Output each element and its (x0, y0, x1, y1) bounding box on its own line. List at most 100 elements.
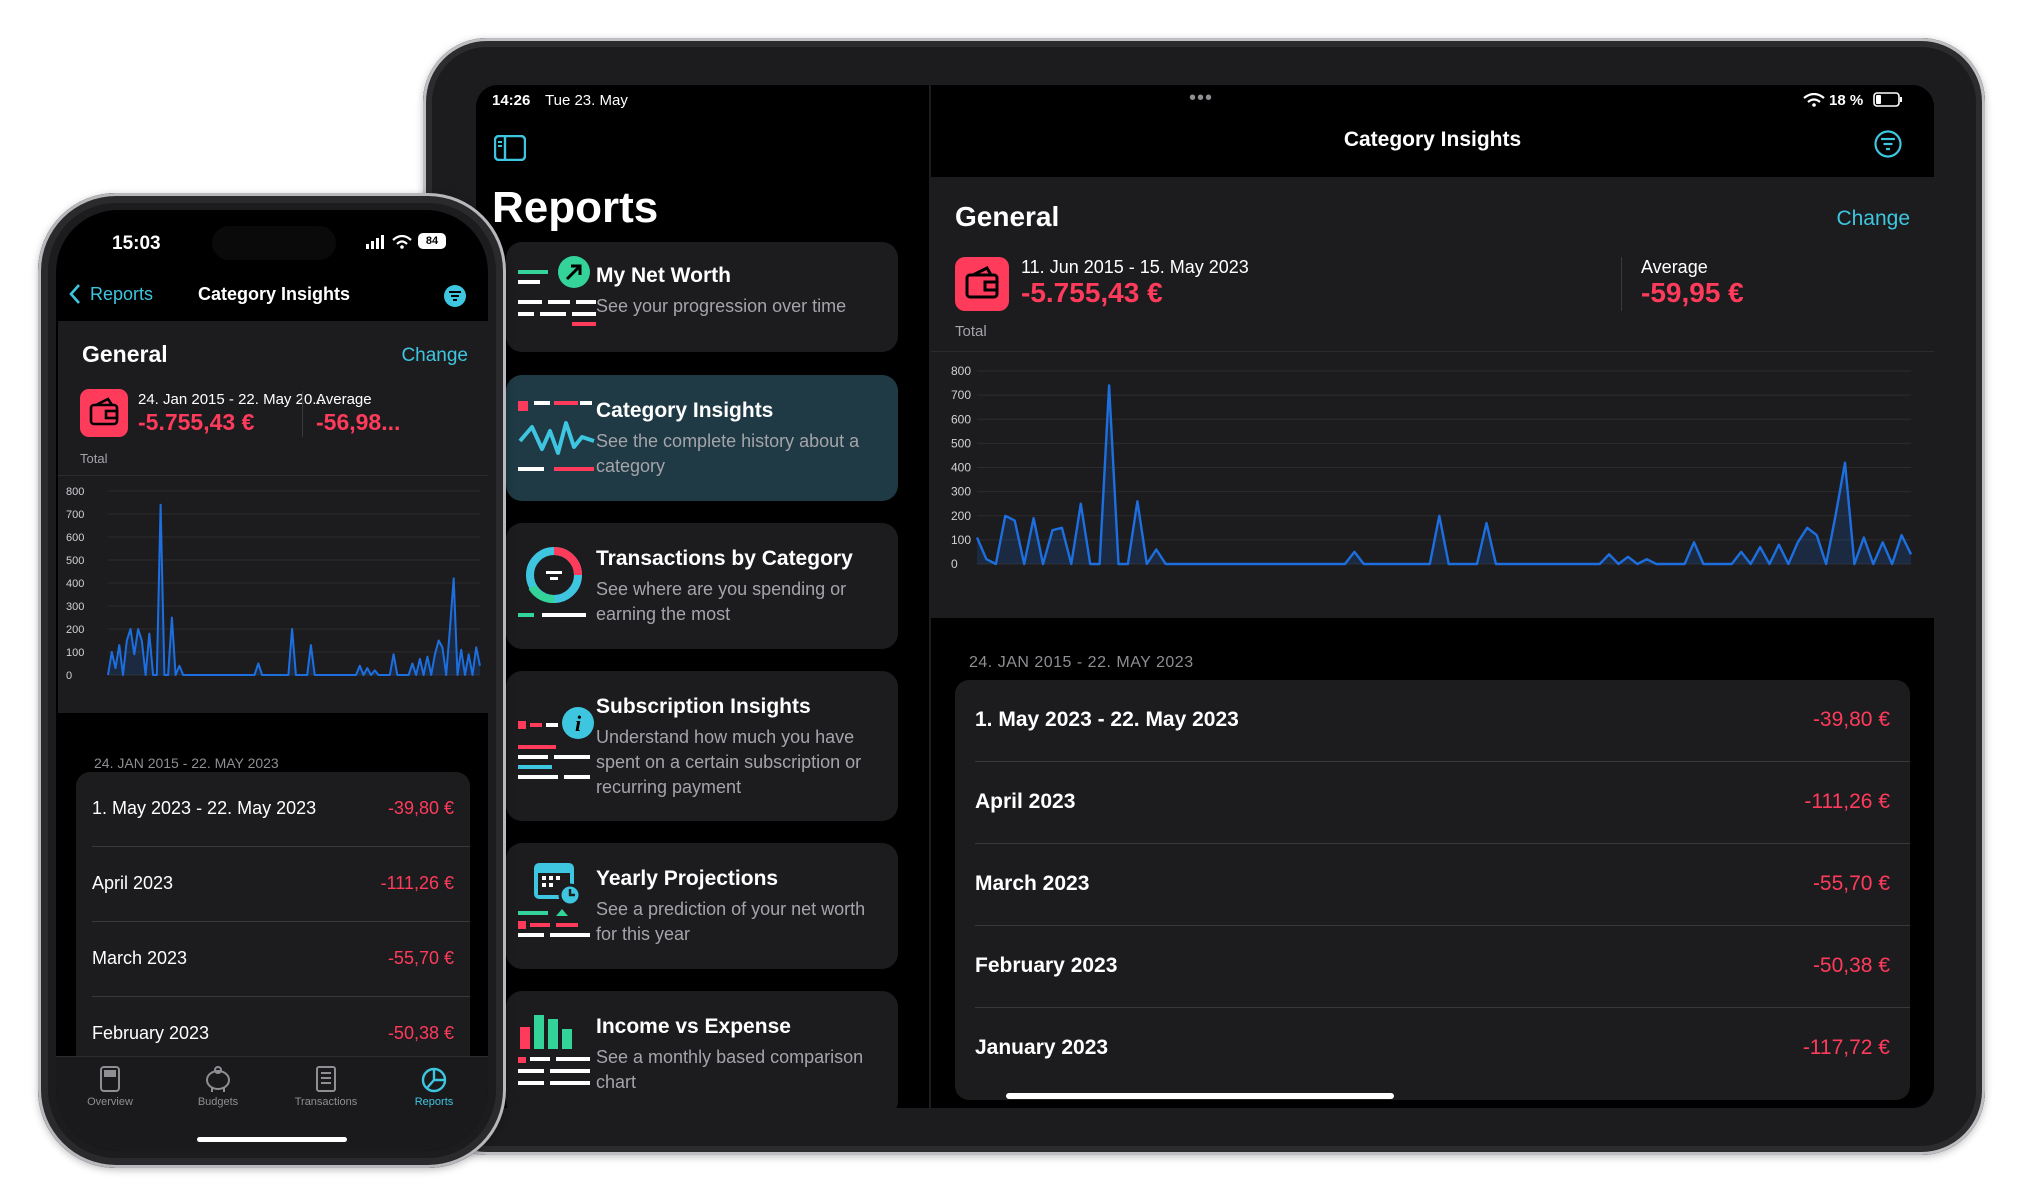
y-tick-label: 200 (951, 509, 971, 523)
list-item[interactable]: April 2023 -111,26 € (76, 847, 470, 922)
page-title: Reports (492, 183, 659, 232)
sidebar: 14:26 Tue 23. May Reports My Net Worth S… (476, 85, 929, 1108)
info-icon: i (518, 707, 594, 779)
tab-label: Budgets (197, 1096, 239, 1108)
status-time: 14:26 (492, 92, 531, 109)
row-label: April 2023 (975, 790, 1076, 813)
series-area (108, 504, 480, 675)
reports-icon (421, 1067, 447, 1093)
tab-reports[interactable]: Reports (380, 1065, 488, 1108)
phone-list-header: 24. JAN 2015 - 22. MAY 2023 (94, 755, 279, 771)
report-card-subscription-insights[interactable]: i Subscription Insights Understand how m… (506, 671, 898, 821)
detail-nav-title: Category Insights (1343, 128, 1522, 151)
card-subtitle: See where are you spending or earning th… (596, 579, 847, 624)
row-value: -39,80 € (1812, 708, 1890, 731)
y-tick-label: 500 (66, 555, 84, 567)
row-label: February 2023 (975, 954, 1118, 977)
y-tick-label: 800 (66, 486, 84, 498)
phone-section-title: General (82, 341, 168, 367)
tab-bar: Overview Budgets Transactions Reports (56, 1056, 488, 1151)
phone-screen: 15:03 84 Reports Category Insights Gener… (56, 210, 488, 1151)
card-title: Yearly Projections (596, 867, 779, 890)
sidebar-toggle-icon[interactable] (494, 135, 526, 161)
total-amount: -5.755,43 € (1021, 277, 1163, 308)
row-value: -50,38 € (387, 1023, 454, 1043)
report-card-transactions-by-category[interactable]: Transactions by Category See where are y… (506, 523, 898, 649)
tab-overview[interactable]: Overview (56, 1065, 164, 1108)
y-tick-label: 200 (66, 624, 84, 636)
row-label: January 2023 (975, 1036, 1109, 1059)
category-chart: 800 700 600 500 400 300 200 100 0 (951, 364, 1913, 571)
report-card-income-vs-expense[interactable]: Income vs Expense See a monthly based co… (506, 991, 898, 1108)
status-date: Tue 23. May (545, 92, 628, 109)
receipt-icon (316, 1066, 336, 1092)
wallet-icon (955, 257, 1009, 311)
tab-budgets[interactable]: Budgets (164, 1065, 272, 1108)
total-label: Total (955, 323, 987, 340)
y-tick-label: 300 (66, 601, 84, 613)
card-subtitle: See the complete history about a categor… (596, 431, 860, 476)
card-title: Category Insights (596, 399, 774, 422)
row-label: 1. May 2023 - 22. May 2023 (92, 798, 317, 818)
home-indicator[interactable] (1006, 1093, 1394, 1099)
series-line (107, 503, 481, 676)
y-tick-label: 600 (66, 532, 84, 544)
phone-nav-title: Category Insights (198, 284, 351, 304)
donut-chart-icon (518, 547, 586, 617)
piggy-bank-icon (206, 1066, 230, 1092)
phone-date-range: 24. Jan 2015 - 22. May 20... (138, 391, 325, 408)
phone-average-amount: -56,98... (316, 409, 401, 435)
row-value: -111,26 € (380, 873, 454, 893)
row-value: -55,70 € (1812, 872, 1890, 895)
row-value: -117,72 € (1802, 1036, 1890, 1059)
phone-change-button[interactable]: Change (401, 345, 468, 366)
date-range: 11. Jun 2015 - 15. May 2023 (1021, 257, 1249, 277)
list-item[interactable]: March 2023 -55,70 € (76, 922, 470, 997)
report-card-net-worth[interactable]: My Net Worth See your progression over t… (506, 242, 898, 352)
row-label: April 2023 (92, 873, 174, 893)
report-card-category-insights[interactable]: Category Insights See the complete histo… (506, 375, 898, 501)
multitask-dots[interactable]: ••• (1189, 87, 1214, 109)
report-card-yearly-projections[interactable]: Yearly Projections See a prediction of y… (506, 843, 898, 969)
phone-stat-divider (302, 391, 303, 437)
phone-total-amount: -5.755,43 € (138, 409, 255, 435)
phone-filter-icon[interactable] (443, 284, 467, 308)
average-amount: -59,95 € (1641, 277, 1744, 308)
back-button[interactable]: Reports (90, 284, 154, 304)
stat-divider (1621, 257, 1622, 311)
row-value: -111,26 € (1804, 790, 1890, 813)
list-item[interactable]: 1. May 2023 - 22. May 2023 -39,80 € (955, 680, 1910, 762)
y-tick-label: 400 (951, 461, 971, 475)
phone-battery: 84 (418, 233, 446, 249)
tab-transactions[interactable]: Transactions (272, 1065, 380, 1108)
list-item[interactable]: April 2023 -111,26 € (955, 762, 1910, 844)
phone-home-indicator[interactable] (197, 1137, 347, 1142)
panel-separator (931, 351, 1934, 352)
row-label: March 2023 (92, 948, 188, 968)
list-item[interactable]: February 2023 -50,38 € (955, 926, 1910, 1008)
list-item[interactable]: 1. May 2023 - 22. May 2023 -39,80 € (76, 772, 470, 847)
phone-wallet-icon (80, 389, 128, 437)
y-tick-label: 100 (66, 647, 84, 659)
list-item[interactable]: January 2023 -117,72 € (955, 1008, 1910, 1090)
card-subtitle: See a prediction of your net worth for t… (596, 899, 866, 944)
card-title: Income vs Expense (596, 1015, 791, 1038)
card-subtitle: See your progression over time (596, 296, 847, 316)
list-item[interactable]: March 2023 -55,70 € (955, 844, 1910, 926)
back-chevron-icon[interactable] (68, 283, 82, 305)
list-item[interactable]: February 2023 -50,38 € (76, 997, 470, 1072)
tab-label: Reports (414, 1096, 454, 1108)
y-tick-label: 700 (951, 388, 971, 402)
series-area (977, 385, 1911, 564)
filter-icon[interactable] (1874, 130, 1902, 158)
y-tick-label: 800 (951, 364, 971, 378)
row-value: -39,80 € (387, 798, 454, 818)
tab-label: Transactions (294, 1096, 358, 1108)
card-title: Subscription Insights (596, 695, 811, 718)
change-button[interactable]: Change (1836, 207, 1910, 230)
svg-text:i: i (575, 711, 582, 736)
phone-status-time: 15:03 (112, 233, 161, 254)
row-label: February 2023 (92, 1023, 210, 1043)
card-subtitle: Understand how much you have spent on a … (596, 727, 862, 797)
battery-percent: 18 % (1829, 92, 1864, 109)
